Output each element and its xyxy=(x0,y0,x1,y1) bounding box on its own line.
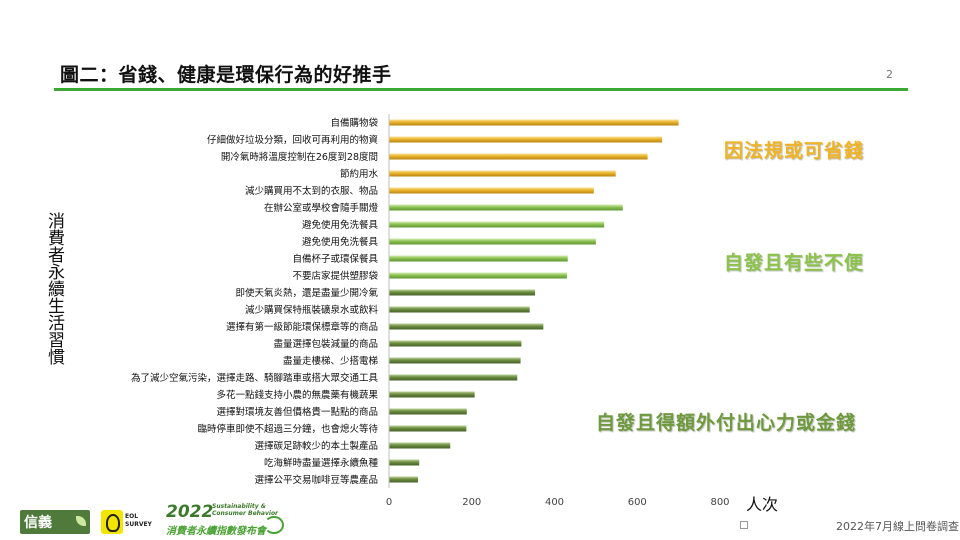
bar-10 xyxy=(389,272,567,279)
y-axis-title: 消費者永續生活習慣 xyxy=(44,212,64,365)
bar-21 xyxy=(389,459,420,466)
event-logo: 2022 Sustainability & Consumer Behavior … xyxy=(164,502,284,537)
category-label-19: 臨時停車即使不超過三分鐘，也會熄火等待 xyxy=(197,423,378,435)
bar-14 xyxy=(389,340,522,347)
x-axis-unit: 人次 xyxy=(746,495,779,514)
category-label-20: 選擇碳足跡較少的本土製產品 xyxy=(254,440,378,452)
annotation-regulation-or-saving: 因法規或可省錢 xyxy=(724,140,865,162)
category-label-21: 吃海鮮時盡量選擇永續魚種 xyxy=(264,457,379,469)
event-subtitle: Sustainability & Consumer Behavior xyxy=(212,503,279,517)
bar-15 xyxy=(389,357,521,364)
footer-checkbox-icon xyxy=(740,521,748,529)
category-label-6: 在辦公室或學校會隨手關燈 xyxy=(264,202,379,214)
bar-11 xyxy=(389,289,536,296)
category-label-7: 避免使用免洗餐具 xyxy=(302,219,379,231)
source-note: 2022年7月線上問卷調查 xyxy=(836,520,959,533)
category-label-4: 節約用水 xyxy=(340,168,379,180)
category-label-16: 為了減少空氣污染，選擇走路、騎腳踏車或搭大眾交通工具 xyxy=(131,372,379,384)
bar-2 xyxy=(389,136,663,143)
category-label-2: 仔細做好垃圾分類，回收可再利用的物資 xyxy=(207,134,378,146)
swirl-icon xyxy=(264,516,284,534)
bar-4 xyxy=(389,170,616,177)
x-tick-label-1: 0 xyxy=(386,497,392,508)
leaf-icon xyxy=(76,516,86,526)
bar-3 xyxy=(389,153,648,160)
bar-5 xyxy=(389,187,594,194)
category-label-9: 自備杯子或環保餐具 xyxy=(292,253,378,265)
category-label-12: 減少購買保特瓶裝礦泉水或飲料 xyxy=(245,304,379,316)
annotation-voluntary-inconvenient: 自發且有些不便 xyxy=(724,252,865,274)
bar-6 xyxy=(389,204,623,211)
bar-12 xyxy=(389,306,530,313)
survey-mark-icon xyxy=(101,510,123,534)
xinyi-logo: 信義 xyxy=(20,510,90,534)
xinyi-logo-text: 信義 xyxy=(24,515,52,531)
x-tick-label-5: 800 xyxy=(710,497,729,508)
bar-7 xyxy=(389,221,605,228)
bar-16 xyxy=(389,374,518,381)
category-label-22: 選擇公平交易咖啡豆等農產品 xyxy=(254,474,378,486)
slide-title: 圖二：省錢、健康是環保行為的好推手 xyxy=(60,64,392,86)
category-label-8: 避免使用免洗餐具 xyxy=(302,236,379,248)
category-label-3: 開冷氣時將溫度控制在26度到28度間 xyxy=(221,151,378,163)
bar-9 xyxy=(389,255,568,262)
event-year: 2022 xyxy=(166,502,214,522)
annotation-voluntary-extra-effort: 自發且得額外付出心力或金錢 xyxy=(596,412,857,434)
category-label-13: 選擇有第一級節能環保標章等的商品 xyxy=(226,321,378,333)
bar-1 xyxy=(389,119,679,126)
bar-17 xyxy=(389,391,475,398)
title-divider xyxy=(54,88,908,91)
survey-brand-text: EOL SURVEY xyxy=(125,513,152,528)
category-label-5: 減少購買用不太到的衣服、物品 xyxy=(245,185,378,197)
category-label-1: 自備購物袋 xyxy=(330,117,378,129)
bar-19 xyxy=(389,425,467,432)
category-label-18: 選擇對環境友善但價格貴一點點的商品 xyxy=(216,406,378,418)
page-number: 2 xyxy=(886,68,893,81)
bar-18 xyxy=(389,408,467,415)
bar-20 xyxy=(389,442,451,449)
bar-22 xyxy=(389,476,418,483)
survey-logo: EOL SURVEY xyxy=(101,510,157,536)
x-tick-label-2: 200 xyxy=(462,497,481,508)
category-label-17: 多花一點錢支持小農的無農藥有機蔬果 xyxy=(216,389,378,401)
category-label-11: 即使天氣炎熱，還是盡量少開冷氣 xyxy=(235,287,378,299)
category-label-14: 盡量選擇包裝減量的商品 xyxy=(273,338,378,350)
event-name: 消費者永續指數發布會 xyxy=(166,526,266,537)
category-label-15: 盡量走樓梯、少搭電梯 xyxy=(283,355,379,367)
category-label-10: 不要店家提供塑膠袋 xyxy=(292,270,378,282)
bar-8 xyxy=(389,238,596,245)
x-tick-label-3: 400 xyxy=(545,497,564,508)
bar-13 xyxy=(389,323,544,330)
x-tick-label-4: 600 xyxy=(628,497,647,508)
